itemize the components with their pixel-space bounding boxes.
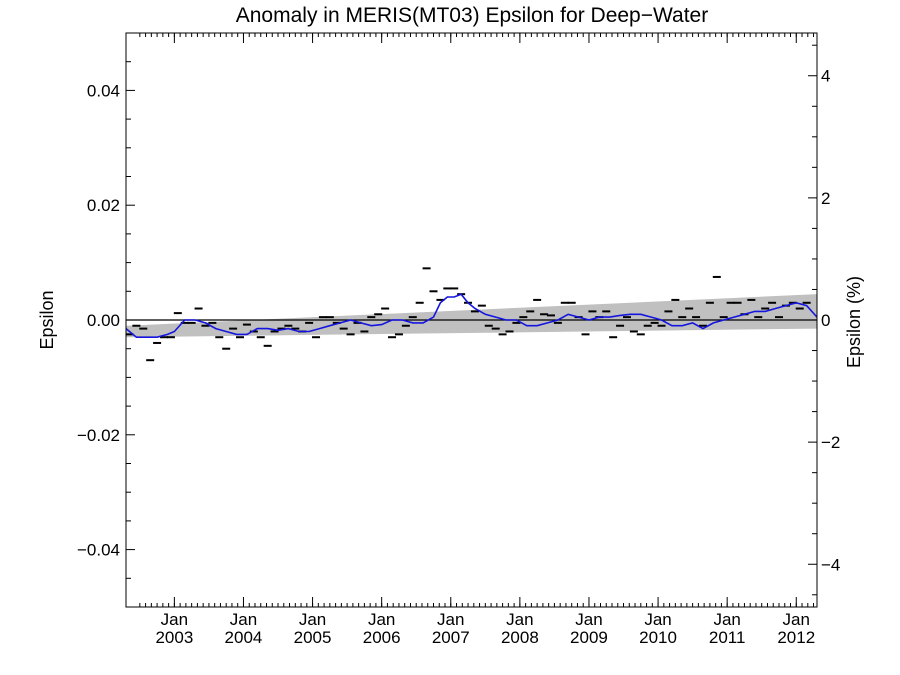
y-tick-label: −0.04 <box>77 541 120 560</box>
x-tick-label-month: Jan <box>506 610 533 629</box>
x-tick-label-year: 2010 <box>639 628 677 647</box>
x-tick-label-year: 2007 <box>432 628 470 647</box>
y-axis-label-right: Epsilon (%) <box>844 276 864 368</box>
x-tick-label-month: Jan <box>713 610 740 629</box>
y-right-tick-label: 0 <box>821 311 830 330</box>
x-tick-label-year: 2012 <box>777 628 815 647</box>
y-right-tick-label: −4 <box>821 555 840 574</box>
x-tick-label-month: Jan <box>230 610 257 629</box>
series-line <box>125 293 818 338</box>
chart-title: Anomaly in MERIS(MT03) Epsilon for Deep−… <box>236 4 708 27</box>
x-tick-label-month: Jan <box>161 610 188 629</box>
y-tick-label: 0.02 <box>87 196 120 215</box>
y-right-tick-label: 2 <box>821 189 830 208</box>
x-tick-label-month: Jan <box>299 610 326 629</box>
x-tick-label-month: Jan <box>368 610 395 629</box>
plot-area: 0.040.020.00−0.02−0.04420−2−4Jan2003Jan2… <box>77 32 840 647</box>
x-tick-label-month: Jan <box>437 610 464 629</box>
x-tick-label-year: 2011 <box>709 628 746 647</box>
x-tick-label-month: Jan <box>783 610 810 629</box>
y-tick-label: 0.04 <box>87 81 120 100</box>
x-tick-label-year: 2006 <box>363 628 401 647</box>
trend-band <box>126 294 817 338</box>
x-tick-label-month: Jan <box>644 610 671 629</box>
x-tick-label-month: Jan <box>575 610 602 629</box>
x-tick-label-year: 2005 <box>294 628 332 647</box>
y-right-tick-label: −2 <box>821 433 840 452</box>
x-tick-label-year: 2008 <box>501 628 539 647</box>
y-axis-label-left: Epsilon <box>37 290 57 349</box>
y-right-tick-label: 4 <box>821 67 830 86</box>
y-tick-label: 0.00 <box>87 311 120 330</box>
x-tick-label-year: 2004 <box>225 628 263 647</box>
y-tick-label: −0.02 <box>77 426 120 445</box>
x-tick-label-year: 2009 <box>570 628 608 647</box>
x-tick-label-year: 2003 <box>155 628 193 647</box>
